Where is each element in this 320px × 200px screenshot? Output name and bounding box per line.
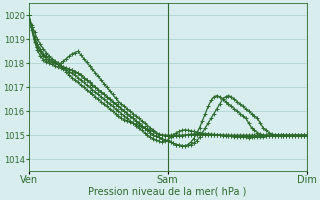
X-axis label: Pression niveau de la mer( hPa ): Pression niveau de la mer( hPa ) xyxy=(89,187,247,197)
